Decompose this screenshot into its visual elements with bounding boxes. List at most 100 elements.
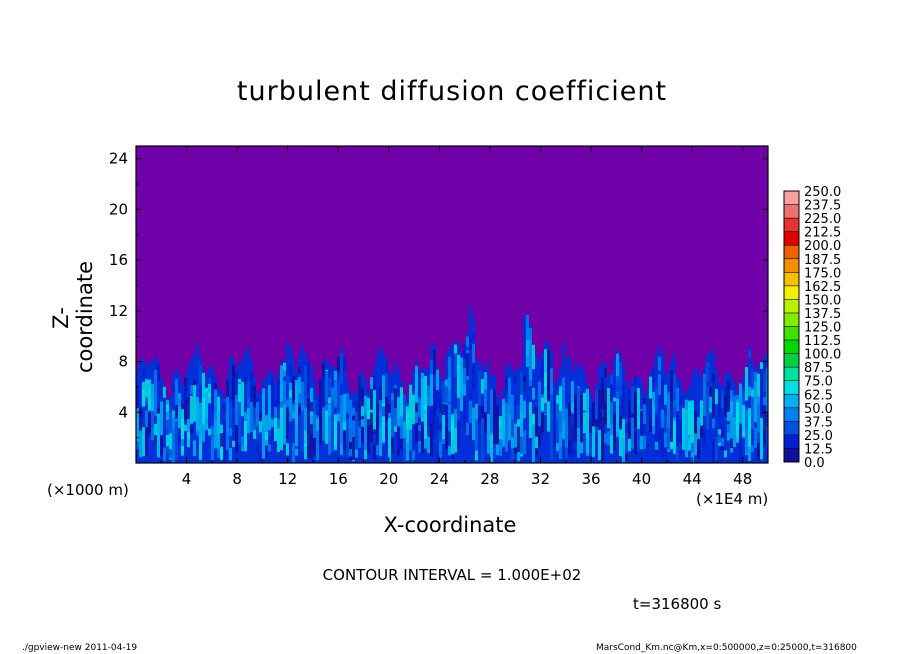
turbulence-streak [556,419,559,454]
turbulence-streak [541,358,544,395]
turbulence-streak [619,416,622,429]
turbulence-streak [241,436,244,449]
turbulence-streak [754,388,757,423]
turbulence-streak [265,431,268,440]
turbulence-column [571,371,574,463]
turbulence-streak [355,401,358,412]
turbulence-streak [598,389,601,432]
turbulence-streak [289,365,292,376]
turbulence-streak [487,413,490,442]
turbulence-streak [541,405,544,433]
colorbar-label: 12.5 [804,442,833,457]
turbulence-streak [337,356,340,372]
x-tick-label: 16 [329,470,348,488]
turbulence-streak [559,432,562,460]
turbulence-column [142,357,145,463]
turbulence-streak [142,370,145,390]
turbulence-streak [559,391,562,435]
turbulence-streak [469,418,472,441]
colorbar-swatch [784,218,799,232]
turbulence-streak [466,352,469,377]
turbulence-streak [574,403,577,426]
turbulence-streak [235,379,238,426]
turbulence-streak [706,362,709,383]
turbulence-streak [586,438,589,456]
turbulence-streak [283,404,286,445]
y-tick-label: 20 [109,200,128,218]
colorbar-label: 50.0 [804,402,833,417]
colorbar-label: 137.5 [804,307,841,322]
turbulence-streak [625,423,628,433]
x-tick-label: 48 [733,470,752,488]
turbulence-streak [172,387,175,411]
turbulence-streak [337,380,340,423]
turbulence-streak [598,429,601,461]
turbulence-streak [175,423,178,460]
turbulence-streak [280,365,283,402]
turbulence-streak [331,400,334,427]
turbulence-streak [454,344,457,354]
turbulence-streak [718,388,721,429]
turbulence-streak [466,422,469,436]
turbulence-streak [523,375,526,392]
turbulence-column [748,346,751,463]
turbulence-streak [520,394,523,437]
turbulence-streak [625,419,628,454]
turbulence-streak [613,412,616,451]
turbulence-streak [589,408,592,423]
turbulence-column [418,371,421,463]
turbulence-streak [151,383,154,428]
turbulence-streak [631,417,634,449]
turbulence-streak [676,412,679,447]
turbulence-streak [283,380,286,407]
turbulence-streak [244,412,247,420]
turbulence-column [658,345,661,463]
turbulence-streak [139,430,142,458]
turbulence-streak [307,361,310,393]
turbulence-streak [538,414,541,447]
turbulence-streak [424,404,427,439]
turbulence-streak [757,432,760,443]
turbulence-streak [661,377,664,406]
turbulence-streak [277,427,280,453]
turbulence-streak [691,400,694,443]
turbulence-streak [169,433,172,450]
turbulence-streak [280,383,283,420]
turbulence-streak [610,374,613,385]
turbulence-streak [541,397,544,411]
colorbar-label: 200.0 [804,239,841,254]
turbulence-streak [319,413,322,445]
turbulence-streak [307,397,310,435]
turbulence-streak [238,383,241,402]
turbulence-streak [748,408,751,447]
turbulence-streak [595,389,598,405]
turbulence-streak [262,388,265,426]
colorbar-swatch [784,258,799,273]
turbulence-streak [619,362,622,397]
colorbar-swatch [784,380,799,395]
turbulence-streak [655,386,658,413]
turbulence-streak [535,436,538,449]
turbulence-streak [298,388,301,404]
turbulence-streak [181,439,184,447]
turbulence-streak [217,447,220,458]
turbulence-streak [241,381,244,417]
turbulence-streak [703,374,706,417]
colorbar-label: 162.5 [804,280,841,295]
turbulence-streak [274,417,277,442]
turbulence-streak [538,381,541,427]
turbulence-streak [382,406,385,417]
turbulence-streak [439,398,442,428]
colorbar-swatch [784,340,799,354]
x-unit-left: (×1000 m) [47,481,129,499]
turbulence-column [208,366,211,463]
turbulence-streak [622,437,625,463]
turbulence-streak [697,417,700,440]
turbulence-streak [376,403,379,446]
turbulence-streak [253,385,256,408]
turbulence-streak [358,377,361,422]
turbulence-streak [709,412,712,434]
turbulence-streak [235,371,238,395]
turbulence-streak [754,381,757,390]
turbulence-streak [373,390,376,430]
